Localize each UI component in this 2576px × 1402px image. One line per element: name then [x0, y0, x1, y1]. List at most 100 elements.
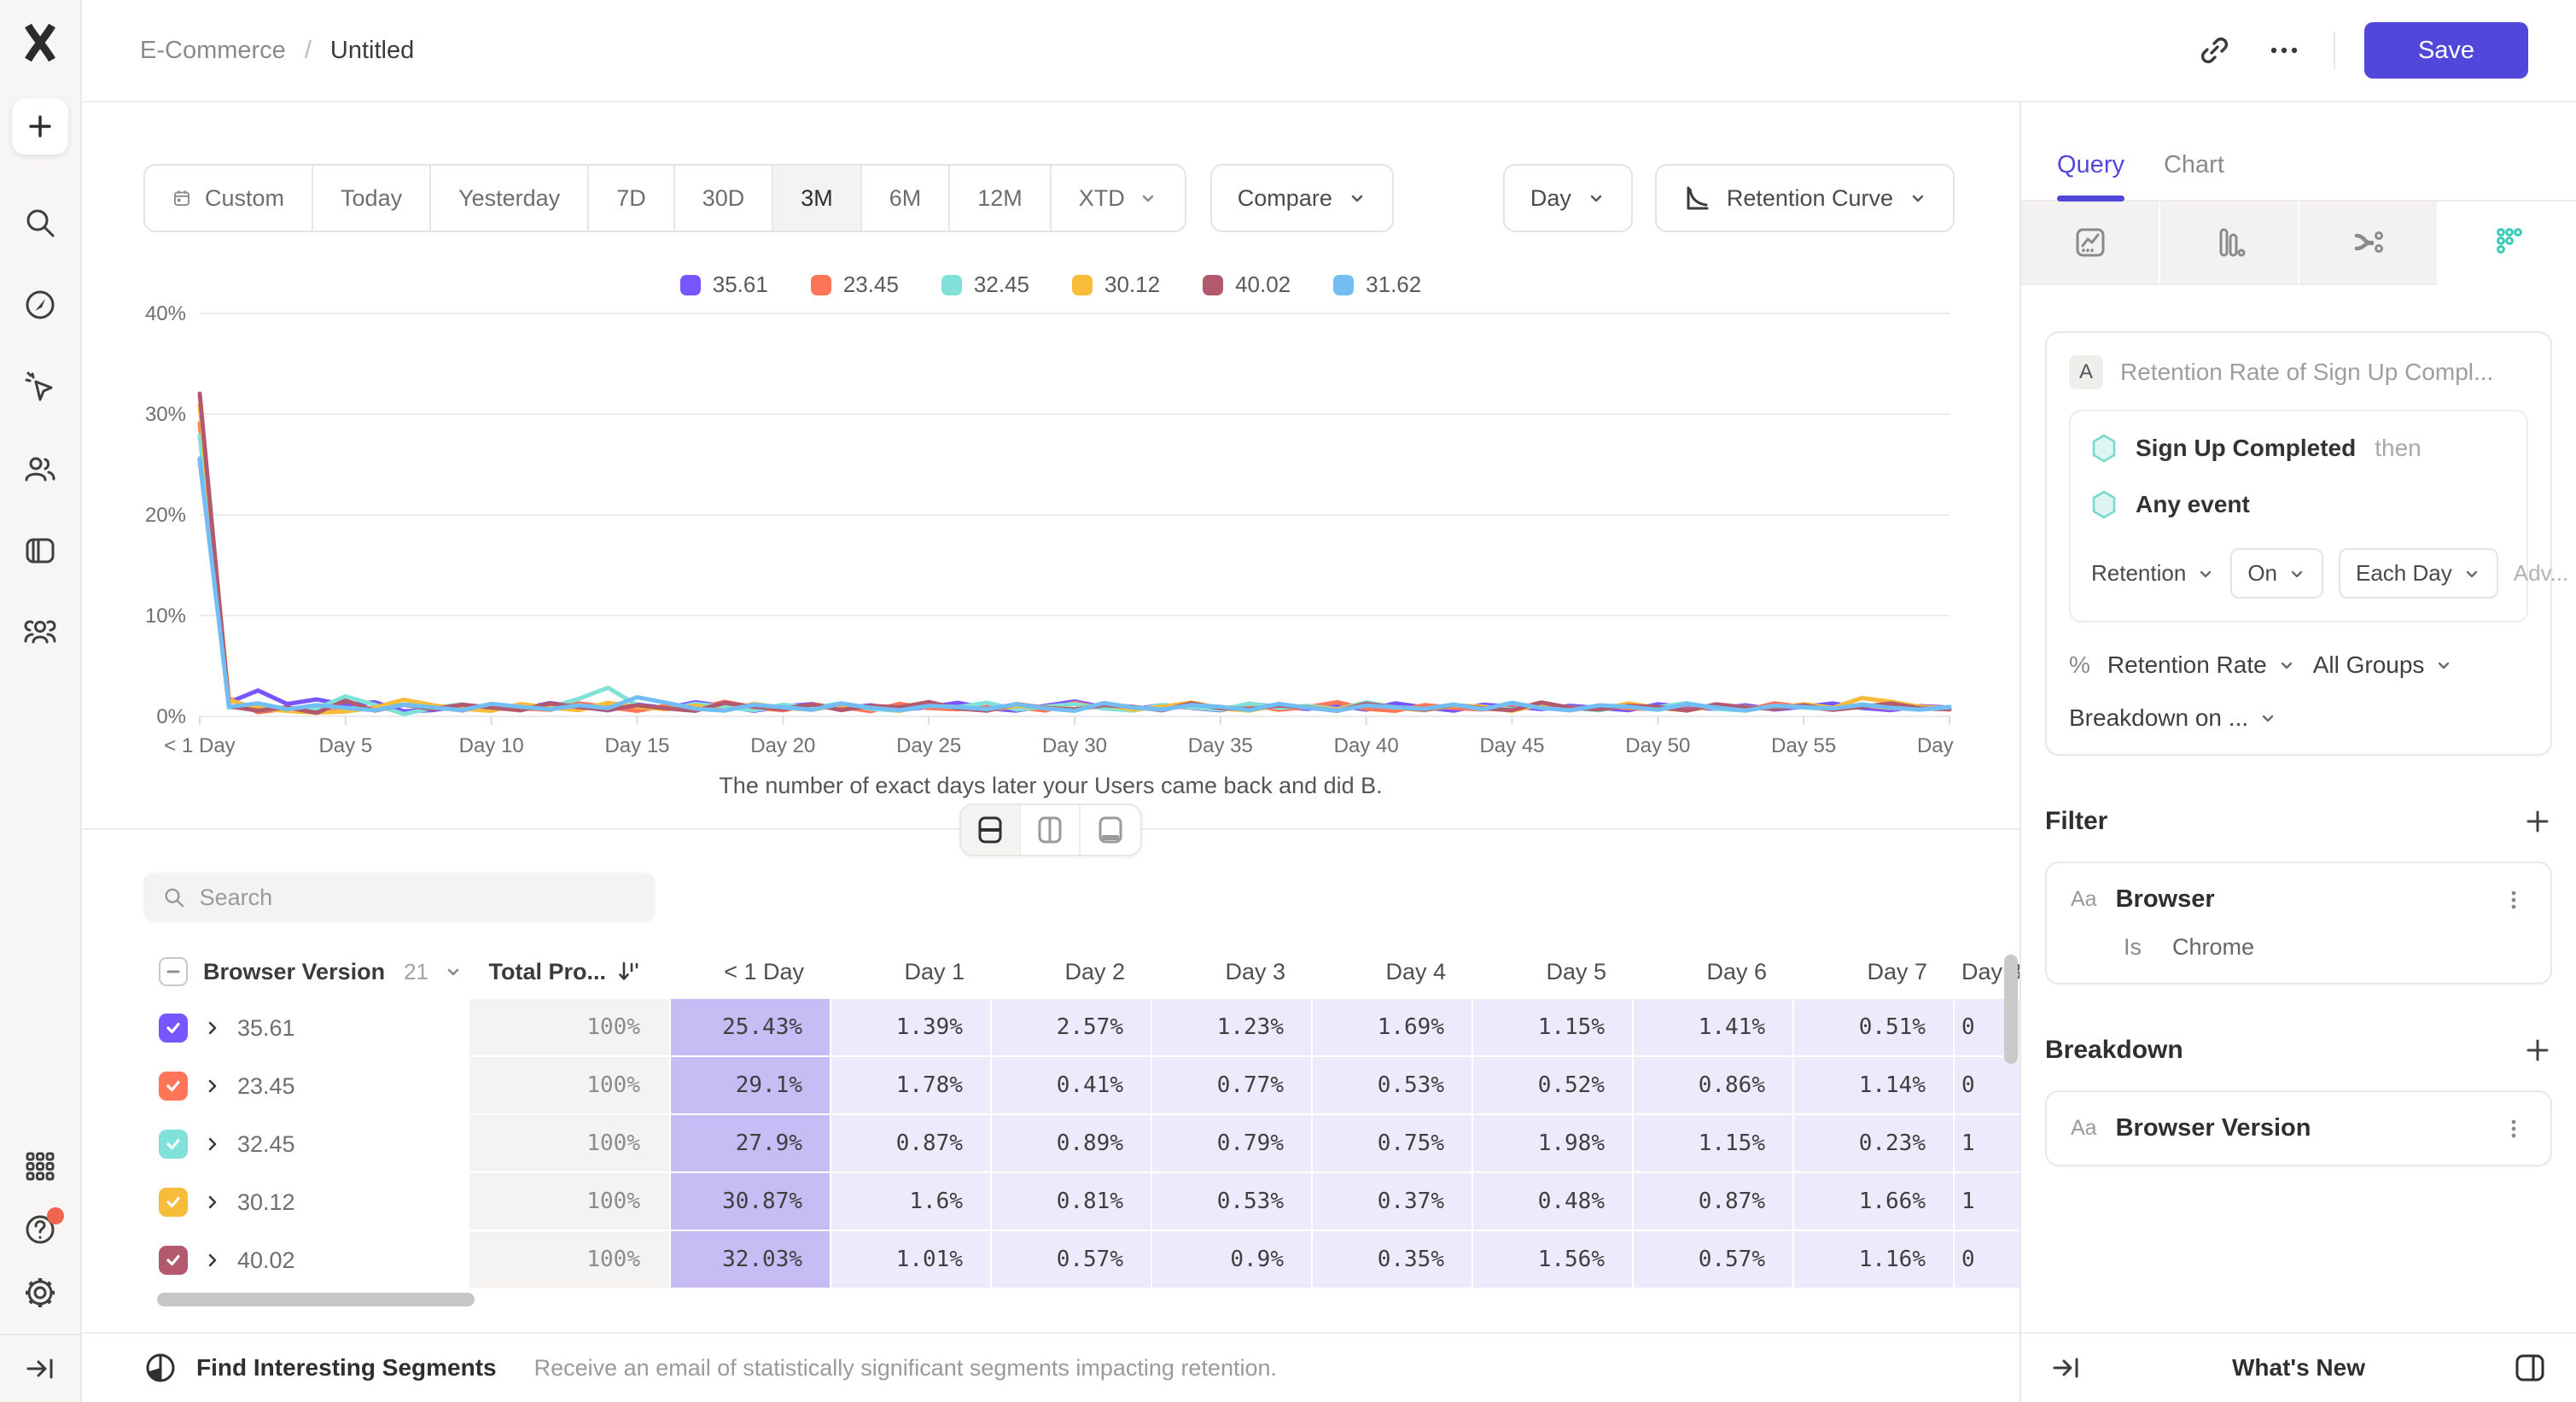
more-options-button[interactable] — [2260, 26, 2308, 74]
legend-item[interactable]: 31.62 — [1333, 272, 1421, 298]
range-6m[interactable]: 6M — [862, 166, 951, 231]
collapse-panel-icon[interactable] — [2050, 1352, 2083, 1384]
range-30d[interactable]: 30D — [675, 166, 774, 231]
groups-dropdown[interactable]: All Groups — [2313, 651, 2454, 679]
row-label[interactable]: 23.45 — [237, 1072, 295, 1099]
advanced-dropdown[interactable]: Adv... — [2514, 560, 2576, 587]
legend-item[interactable]: 23.45 — [810, 272, 899, 298]
kebab-menu-icon[interactable] — [2501, 1116, 2526, 1142]
split-view-toggle[interactable] — [961, 805, 1021, 855]
day-column-header[interactable]: Day 4 — [1385, 958, 1446, 984]
chevron-right-icon[interactable] — [203, 1019, 222, 1037]
users-icon[interactable] — [21, 450, 59, 488]
retention-cell: 0.41% — [1056, 1072, 1123, 1098]
chart-view-toggle[interactable] — [1021, 805, 1081, 855]
breadcrumb-project[interactable]: E-Commerce — [140, 36, 286, 64]
on-dropdown[interactable]: On — [2230, 548, 2323, 599]
day-column-header[interactable]: Day 7 — [1867, 958, 1927, 984]
day-column-header[interactable]: Day 3 — [1225, 958, 1285, 984]
chevron-right-icon[interactable] — [203, 1193, 222, 1212]
row-checkbox[interactable] — [159, 1014, 188, 1043]
flows-report-button[interactable] — [2299, 202, 2439, 285]
events-cursor-icon[interactable] — [21, 368, 59, 406]
total-column-header[interactable]: Total Pro... — [488, 959, 642, 985]
breakdown-on-dropdown[interactable]: Breakdown on ... — [2069, 704, 2277, 732]
row-checkbox[interactable] — [159, 1188, 188, 1217]
legend-item[interactable]: 32.45 — [941, 272, 1029, 298]
whats-new-link[interactable]: What's New — [2231, 1354, 2366, 1381]
sidebar-expand-button[interactable] — [0, 1334, 81, 1402]
chevron-down-icon[interactable] — [444, 962, 463, 981]
insights-report-button[interactable] — [2021, 202, 2160, 285]
filter-value[interactable]: Chrome — [2172, 934, 2255, 960]
chevron-right-icon[interactable] — [203, 1077, 222, 1095]
svg-text:0%: 0% — [156, 705, 186, 728]
group-column-header[interactable]: Browser Version — [203, 958, 386, 984]
copy-link-button[interactable] — [2190, 26, 2238, 74]
breadcrumb-report-title[interactable]: Untitled — [329, 36, 415, 64]
range-custom[interactable]: Custom — [145, 166, 314, 231]
discover-compass-icon[interactable] — [21, 286, 59, 324]
retention-report-button-selected[interactable] — [2439, 202, 2576, 285]
row-label[interactable]: 35.61 — [237, 1014, 295, 1041]
select-all-checkbox[interactable] — [159, 957, 188, 986]
row-checkbox[interactable] — [159, 1130, 188, 1159]
range-yesterday[interactable]: Yesterday — [431, 166, 590, 231]
range-3m-active[interactable]: 3M — [773, 166, 862, 231]
panel-content: A Retention Rate of Sign Up Compl... Sig… — [2021, 285, 2576, 1332]
horizontal-scrollbar[interactable] — [157, 1293, 475, 1306]
event-b-row[interactable]: Any event — [2091, 490, 2506, 519]
range-xtd[interactable]: XTD — [1052, 166, 1185, 231]
side-panel-icon[interactable] — [2513, 1351, 2547, 1385]
tab-chart[interactable]: Chart — [2163, 151, 2224, 178]
row-label[interactable]: 32.45 — [237, 1130, 295, 1157]
save-button[interactable]: Save — [2364, 22, 2528, 79]
legend-item[interactable]: 40.02 — [1203, 272, 1291, 298]
range-today[interactable]: Today — [313, 166, 432, 231]
funnels-report-button[interactable] — [2160, 202, 2299, 285]
row-label[interactable]: 40.02 — [237, 1247, 295, 1273]
row-label[interactable]: 30.12 — [237, 1189, 295, 1215]
legend-item[interactable]: 30.12 — [1072, 272, 1160, 298]
apps-grid-icon[interactable] — [21, 1148, 59, 1185]
granularity-button[interactable]: Day — [1502, 164, 1633, 232]
chart-type-button[interactable]: Retention Curve — [1654, 164, 1955, 232]
row-checkbox[interactable] — [159, 1246, 188, 1275]
find-segments-link[interactable]: Find Interesting Segments — [196, 1354, 497, 1381]
event-a-row[interactable]: Sign Up Completed then — [2091, 434, 2506, 463]
day-column-header[interactable]: Day 1 — [904, 958, 965, 984]
search-nav-icon[interactable] — [21, 204, 59, 242]
breakdown-property[interactable]: Browser Version — [2115, 1114, 2311, 1142]
boards-icon[interactable] — [21, 532, 59, 570]
measure-dropdown[interactable]: Retention Rate — [2107, 651, 2296, 679]
day-column-header[interactable]: < 1 Day — [724, 958, 804, 984]
settings-gear-icon[interactable] — [21, 1274, 59, 1311]
add-filter-button[interactable] — [2523, 807, 2552, 836]
each-day-dropdown[interactable]: Each Day — [2339, 548, 2498, 599]
retention-type-dropdown[interactable]: Retention — [2091, 560, 2215, 587]
legend-item[interactable]: 35.61 — [679, 272, 768, 298]
filter-operator[interactable]: Is — [2124, 934, 2142, 960]
chevron-right-icon[interactable] — [203, 1135, 222, 1154]
query-title[interactable]: Retention Rate of Sign Up Compl... — [2120, 359, 2494, 385]
compare-button[interactable]: Compare — [1209, 164, 1394, 232]
add-breakdown-button[interactable] — [2523, 1036, 2552, 1065]
filter-property[interactable]: Browser — [2115, 885, 2215, 913]
search-input[interactable] — [199, 884, 637, 911]
day-column-header[interactable]: Day 2 — [1064, 958, 1125, 984]
kebab-menu-icon[interactable] — [2501, 887, 2526, 913]
row-checkbox[interactable] — [159, 1072, 188, 1101]
tab-query[interactable]: Query — [2057, 151, 2124, 202]
mixpanel-logo-icon[interactable] — [18, 20, 62, 69]
table-view-toggle[interactable] — [1081, 805, 1140, 855]
range-12m[interactable]: 12M — [950, 166, 1052, 231]
create-new-button[interactable] — [12, 98, 68, 155]
retention-line-chart[interactable]: 0% 10% 20% 30% 40% < 1 Day Day 5 Day 10 Day 15 Da… — [143, 303, 1958, 799]
vertical-scrollbar[interactable] — [2004, 955, 2018, 1064]
range-7d[interactable]: 7D — [589, 166, 675, 231]
day-column-header[interactable]: Day 6 — [1706, 958, 1767, 984]
chevron-right-icon[interactable] — [203, 1251, 222, 1270]
help-icon[interactable] — [21, 1207, 64, 1248]
day-column-header[interactable]: Day 5 — [1546, 958, 1606, 984]
cohorts-icon[interactable] — [21, 614, 59, 651]
